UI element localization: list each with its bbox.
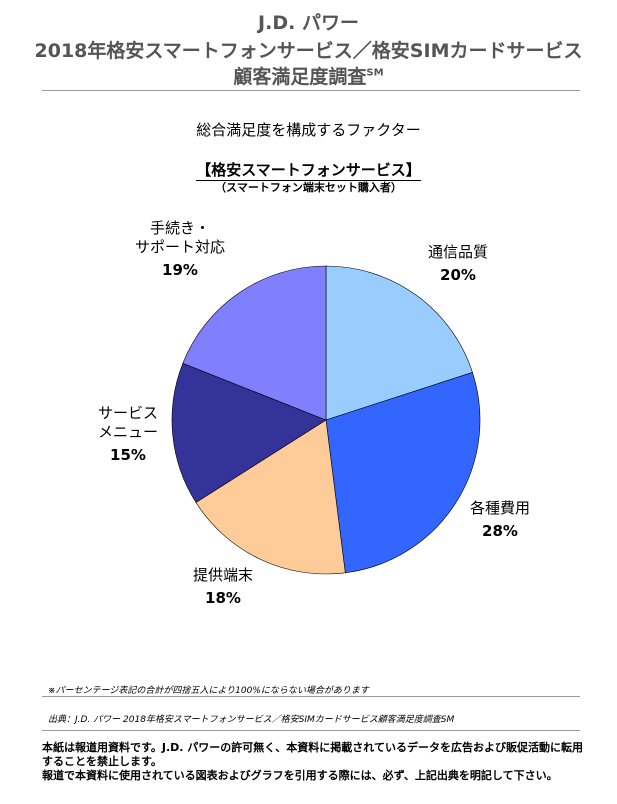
slice-value-label: 18% bbox=[205, 589, 241, 607]
segment-title: 【格安スマートフォンサービス】 bbox=[0, 159, 617, 181]
slice-label: 各種費用 bbox=[470, 499, 530, 517]
slice-label: 手続き・ bbox=[150, 219, 210, 237]
header-survey-subtitle: 顧客満足度調査SM bbox=[0, 62, 617, 89]
segment-subtitle: （スマートフォン端末セット購入者） bbox=[215, 181, 402, 194]
slice-label: 提供端末 bbox=[193, 566, 253, 584]
pie-slice bbox=[195, 419, 346, 575]
disclaimer-line-2: 報道で本資料に使用されている図表およびグラフを引用する際には、必ず、上記出典を明… bbox=[42, 769, 558, 782]
slice-label: サービス bbox=[98, 404, 158, 422]
header-divider bbox=[42, 90, 580, 91]
service-mark: SM bbox=[366, 67, 384, 79]
source-citation: 出典：J.D. パワー 2018年格安スマートフォンサービス／格安SIMカードサ… bbox=[48, 715, 455, 725]
pie-slice bbox=[171, 362, 327, 503]
header-brand: J.D. パワー bbox=[258, 12, 359, 34]
chart-heading: 総合満足度を構成するファクター bbox=[196, 121, 421, 139]
pie-slice bbox=[182, 265, 327, 421]
slice-value-label: 20% bbox=[440, 266, 476, 284]
slice-label: 通信品質 bbox=[428, 243, 488, 261]
disclaimer: 本紙は報道用資料です。J.D. パワーの許可無く、本資料に掲載されているデータを… bbox=[42, 741, 587, 783]
source-divider bbox=[42, 730, 580, 731]
slice-value-label: 28% bbox=[482, 522, 518, 540]
pie-slice bbox=[325, 372, 481, 574]
slice-label: サポート対応 bbox=[135, 238, 225, 256]
note-divider bbox=[42, 696, 580, 697]
slice-value-label: 19% bbox=[162, 261, 198, 279]
percentage-note: ※パーセンテージ表記の合計が四捨五入により100%にならない場合があります bbox=[48, 686, 369, 696]
slice-value-label: 15% bbox=[110, 446, 146, 464]
pie-slice bbox=[325, 265, 473, 421]
header-survey-subtitle-text: 顧客満足度調査 bbox=[233, 66, 367, 88]
segment-title-text: 【格安スマートフォンサービス】 bbox=[196, 161, 421, 181]
slice-label: メニュー bbox=[98, 423, 158, 441]
header-survey-title: 2018年格安スマートフォンサービス／格安SIMカードサービス bbox=[34, 40, 583, 62]
disclaimer-line-1: 本紙は報道用資料です。J.D. パワーの許可無く、本資料に掲載されているデータを… bbox=[42, 741, 583, 768]
